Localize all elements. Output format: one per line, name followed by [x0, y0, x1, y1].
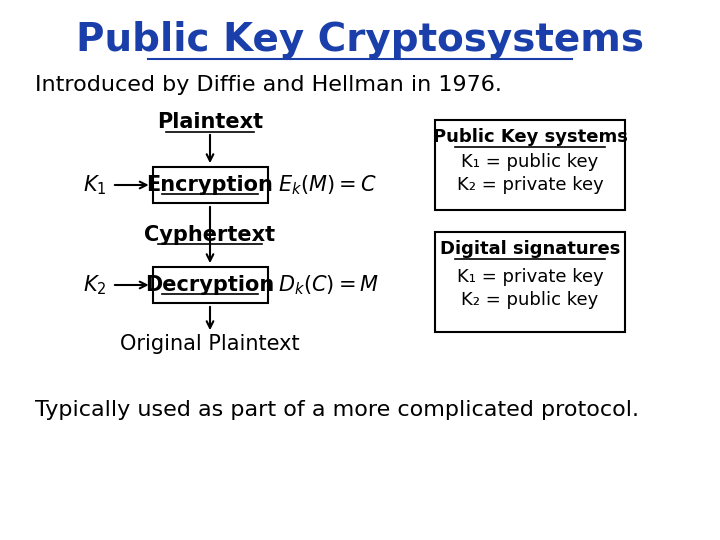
Text: $K_1$: $K_1$ [84, 173, 107, 197]
Text: Cyphertext: Cyphertext [145, 225, 276, 245]
Text: Typically used as part of a more complicated protocol.: Typically used as part of a more complic… [35, 400, 639, 420]
FancyBboxPatch shape [153, 267, 268, 303]
Text: Public Key Cryptosystems: Public Key Cryptosystems [76, 21, 644, 59]
Text: $E_k(M) = C$: $E_k(M) = C$ [277, 173, 376, 197]
Text: Public Key systems: Public Key systems [433, 128, 627, 146]
Text: Encryption: Encryption [147, 175, 274, 195]
Text: Digital signatures: Digital signatures [440, 240, 620, 258]
Text: Original Plaintext: Original Plaintext [120, 334, 300, 354]
Text: $D_k(C) = M$: $D_k(C) = M$ [277, 273, 379, 297]
FancyBboxPatch shape [153, 167, 268, 203]
Text: K₂ = public key: K₂ = public key [462, 291, 598, 309]
Text: K₁ = private key: K₁ = private key [456, 268, 603, 286]
Text: Decryption: Decryption [145, 275, 274, 295]
FancyBboxPatch shape [435, 120, 625, 210]
Text: Plaintext: Plaintext [157, 112, 263, 132]
Text: K₁ = public key: K₁ = public key [462, 153, 598, 171]
Text: K₂ = private key: K₂ = private key [456, 176, 603, 194]
Text: Introduced by Diffie and Hellman in 1976.: Introduced by Diffie and Hellman in 1976… [35, 75, 502, 95]
Text: $K_2$: $K_2$ [84, 273, 107, 297]
FancyBboxPatch shape [435, 232, 625, 332]
